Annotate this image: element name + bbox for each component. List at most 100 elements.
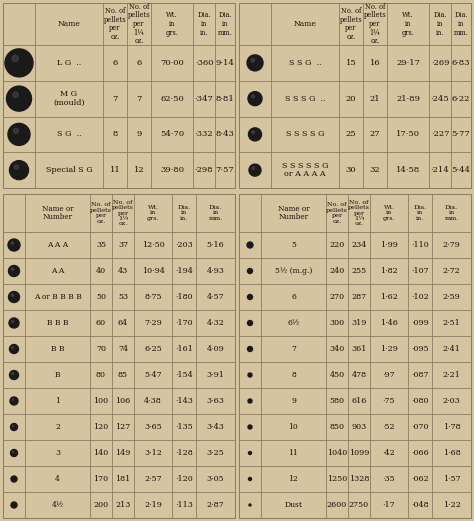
Text: 32: 32 [370, 166, 380, 174]
Text: 3·91: 3·91 [207, 371, 224, 379]
Text: ·245: ·245 [430, 95, 449, 103]
Text: 64: 64 [118, 319, 128, 327]
Circle shape [251, 58, 255, 62]
Text: 1·68: 1·68 [443, 449, 460, 457]
Text: 4·57: 4·57 [207, 293, 224, 301]
Text: Dust: Dust [284, 501, 302, 509]
Text: 2·59: 2·59 [443, 293, 460, 301]
Text: Wt.
in
grs.: Wt. in grs. [401, 11, 414, 36]
Text: No. of
pellets
per
1¼
oz.: No. of pellets per 1¼ oz. [128, 3, 150, 45]
Text: 27: 27 [370, 130, 380, 139]
Circle shape [247, 55, 263, 71]
Text: 270: 270 [329, 293, 345, 301]
Text: 616: 616 [351, 397, 367, 405]
Text: 3·25: 3·25 [207, 449, 224, 457]
Text: 16: 16 [370, 59, 380, 67]
Text: No. of
pellets
per
1¼
oz.: No. of pellets per 1¼ oz. [364, 3, 386, 45]
Circle shape [12, 451, 14, 453]
Text: ·42: ·42 [383, 449, 395, 457]
Text: 9: 9 [137, 130, 142, 139]
Text: 140: 140 [93, 449, 109, 457]
Text: Name: Name [57, 20, 81, 28]
Text: 20: 20 [346, 95, 356, 103]
Text: 10·94: 10·94 [142, 267, 164, 275]
Text: No. of
pellets
per
1¼
oz.: No. of pellets per 1¼ oz. [348, 200, 370, 226]
Text: 1328: 1328 [349, 475, 369, 483]
Text: 1·62: 1·62 [380, 293, 398, 301]
Text: 54·70: 54·70 [160, 130, 184, 139]
Text: 12: 12 [289, 475, 298, 483]
Text: 7·57: 7·57 [216, 166, 234, 174]
Text: 200: 200 [93, 501, 109, 509]
Text: 450: 450 [329, 371, 345, 379]
Text: B B: B B [51, 345, 64, 353]
Text: ·048: ·048 [411, 501, 429, 509]
Text: 6·22: 6·22 [452, 95, 470, 103]
Text: 1·99: 1·99 [380, 241, 398, 249]
Text: 10: 10 [289, 423, 298, 431]
Text: ·154: ·154 [175, 371, 193, 379]
Text: 6: 6 [112, 59, 118, 67]
Text: 234: 234 [351, 241, 367, 249]
Text: 4½: 4½ [51, 501, 64, 509]
Circle shape [10, 424, 18, 430]
Text: Name or
Number: Name or Number [42, 205, 73, 221]
Text: S S S S S G
or A A A A: S S S S S G or A A A A [282, 162, 328, 178]
Text: 3·65: 3·65 [144, 423, 162, 431]
Text: 1·78: 1·78 [443, 423, 460, 431]
Text: 39·80: 39·80 [160, 166, 184, 174]
Text: 1·57: 1·57 [443, 475, 460, 483]
Circle shape [12, 373, 14, 375]
Circle shape [252, 167, 255, 169]
Text: 213: 213 [115, 501, 131, 509]
Text: 8·75: 8·75 [144, 293, 162, 301]
Text: S S S S G: S S S S G [286, 130, 324, 139]
Text: 40: 40 [96, 267, 106, 275]
Text: 70·00: 70·00 [160, 59, 184, 67]
Text: 1·29: 1·29 [380, 345, 398, 353]
Text: 60: 60 [96, 319, 106, 327]
Text: 106: 106 [115, 397, 131, 405]
Text: 8: 8 [291, 371, 296, 379]
Text: Wt.
in
grs.: Wt. in grs. [147, 205, 159, 221]
Text: S G  ..: S G .. [57, 130, 81, 139]
Circle shape [12, 346, 14, 349]
Text: ·347: ·347 [194, 95, 213, 103]
Text: M G
(mould): M G (mould) [53, 90, 85, 107]
Text: 2600: 2600 [327, 501, 347, 509]
Circle shape [7, 86, 31, 111]
Text: 170: 170 [93, 475, 109, 483]
Text: ·066: ·066 [411, 449, 429, 457]
Text: 478: 478 [351, 371, 366, 379]
Text: 14·58: 14·58 [396, 166, 420, 174]
Text: 1: 1 [55, 397, 60, 405]
Text: 903: 903 [351, 423, 366, 431]
Text: ·135: ·135 [175, 423, 193, 431]
Circle shape [8, 239, 20, 251]
Text: ·143: ·143 [175, 397, 193, 405]
Text: 2·87: 2·87 [207, 501, 224, 509]
Circle shape [252, 95, 255, 98]
Text: ·17: ·17 [383, 501, 395, 509]
Text: 100: 100 [93, 397, 109, 405]
Text: 7·29: 7·29 [144, 319, 162, 327]
Text: 17·50: 17·50 [396, 130, 420, 139]
Text: 9·14: 9·14 [216, 59, 235, 67]
Text: ·128: ·128 [175, 449, 193, 457]
Text: 50: 50 [96, 293, 106, 301]
Circle shape [9, 318, 19, 328]
Text: 2·03: 2·03 [443, 397, 460, 405]
Text: ·52: ·52 [383, 423, 395, 431]
Text: 3·63: 3·63 [207, 397, 224, 405]
Text: 5·77: 5·77 [452, 130, 470, 139]
Circle shape [12, 55, 18, 61]
Circle shape [11, 242, 14, 244]
Text: 6·83: 6·83 [452, 59, 470, 67]
Text: 4·93: 4·93 [207, 267, 224, 275]
Text: 74: 74 [118, 345, 128, 353]
Text: Wt.
in
grs.: Wt. in grs. [383, 205, 395, 221]
Text: ·97: ·97 [383, 371, 395, 379]
Text: ·75: ·75 [383, 397, 395, 405]
Text: 4: 4 [55, 475, 60, 483]
Text: 5½ (m.g.): 5½ (m.g.) [275, 267, 312, 275]
